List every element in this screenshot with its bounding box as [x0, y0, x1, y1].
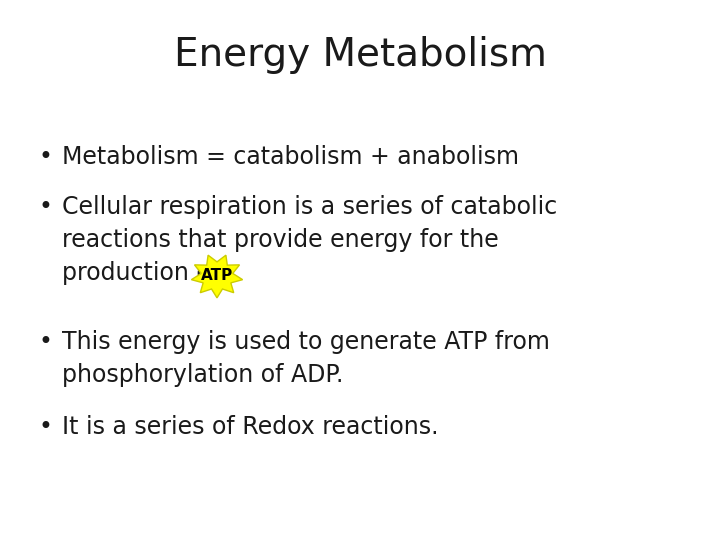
Text: phosphorylation of ADP.: phosphorylation of ADP.	[62, 363, 343, 387]
Text: Energy Metabolism: Energy Metabolism	[174, 36, 546, 74]
Text: This energy is used to generate ATP from: This energy is used to generate ATP from	[62, 330, 550, 354]
Text: •: •	[38, 145, 52, 169]
Polygon shape	[192, 255, 243, 298]
Text: •: •	[38, 195, 52, 219]
Text: Cellular respiration is a series of catabolic: Cellular respiration is a series of cata…	[62, 195, 557, 219]
Text: reactions that provide energy for the: reactions that provide energy for the	[62, 228, 499, 252]
Text: It is a series of Redox reactions.: It is a series of Redox reactions.	[62, 415, 438, 439]
Text: •: •	[38, 330, 52, 354]
Text: •: •	[38, 415, 52, 439]
Text: ATP: ATP	[201, 268, 233, 284]
Text: production of: production of	[62, 261, 227, 285]
Text: Metabolism = catabolism + anabolism: Metabolism = catabolism + anabolism	[62, 145, 519, 169]
